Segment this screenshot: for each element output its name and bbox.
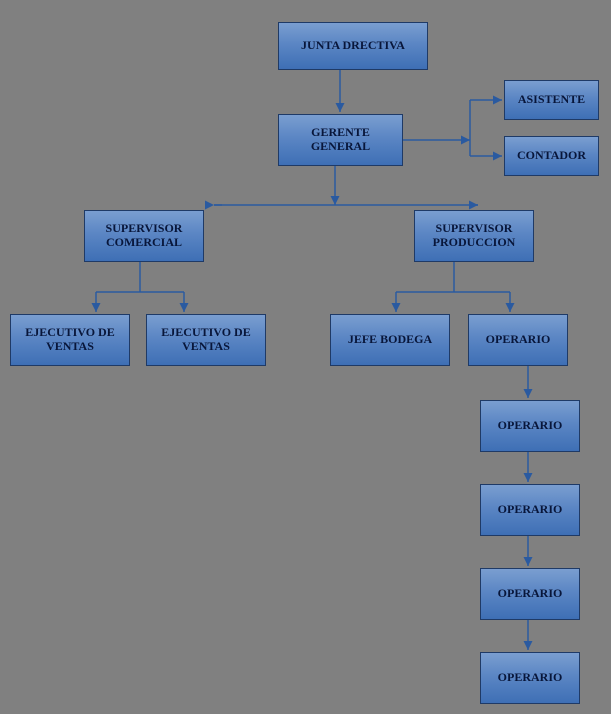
node-jefe-bodega: JEFE BODEGA <box>330 314 450 366</box>
node-gerente: GERENTE GENERAL <box>278 114 403 166</box>
node-operario5: OPERARIO <box>480 652 580 704</box>
node-contador: CONTADOR <box>504 136 599 176</box>
node-ejec1: EJECUTIVO DE VENTAS <box>10 314 130 366</box>
node-asistente: ASISTENTE <box>504 80 599 120</box>
node-ejec2: EJECUTIVO DE VENTAS <box>146 314 266 366</box>
node-operario4: OPERARIO <box>480 568 580 620</box>
node-junta: JUNTA DRECTIVA <box>278 22 428 70</box>
node-operario3: OPERARIO <box>480 484 580 536</box>
node-sup-prod: SUPERVISOR PRODUCCION <box>414 210 534 262</box>
node-operario2: OPERARIO <box>480 400 580 452</box>
node-operario1: OPERARIO <box>468 314 568 366</box>
node-sup-com: SUPERVISOR COMERCIAL <box>84 210 204 262</box>
